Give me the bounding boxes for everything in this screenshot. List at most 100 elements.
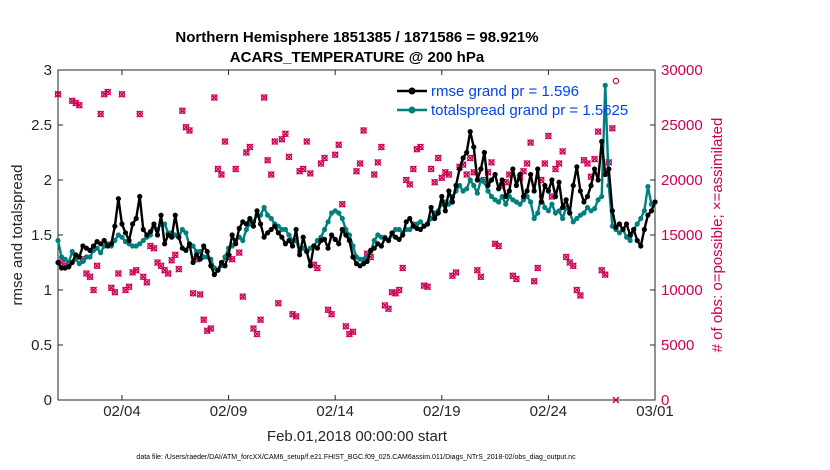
obs-assimilated-point xyxy=(345,330,353,338)
obs-assimilated-point xyxy=(431,178,439,186)
rmse-point xyxy=(204,248,210,255)
rmse-point xyxy=(176,234,182,240)
rmse-point xyxy=(233,241,239,247)
obs-assimilated-point xyxy=(203,327,211,335)
obs-assimilated-point xyxy=(353,167,360,175)
obs-assimilated-point xyxy=(583,160,591,167)
rmse-point xyxy=(499,177,505,183)
obs-assimilated-point xyxy=(413,145,421,153)
obs-assimilated-point xyxy=(527,139,535,147)
rmse-point xyxy=(69,259,75,266)
rmse-point xyxy=(378,243,384,249)
obs-assimilated-point xyxy=(349,328,357,336)
obs-possible-point xyxy=(179,107,186,114)
rmse-point xyxy=(58,265,65,271)
y-tick-label: 0.5 xyxy=(31,337,52,354)
rmse-point xyxy=(634,237,640,244)
obs-assimilated-point xyxy=(289,310,297,318)
rmse-point xyxy=(485,182,491,189)
obs-possible-point xyxy=(196,291,204,298)
obs-assimilated-point xyxy=(434,154,442,162)
rmse-point xyxy=(183,247,189,253)
totalspread-point xyxy=(474,190,480,196)
obs-assimilated-point xyxy=(416,143,424,151)
rmse-point xyxy=(55,259,61,266)
rmse-point xyxy=(442,208,448,214)
rmse-point xyxy=(112,223,118,229)
totalspread-point xyxy=(481,179,488,185)
rmse-point xyxy=(492,171,498,178)
obs-possible-point xyxy=(467,154,474,162)
rmse-point xyxy=(172,212,178,218)
legend-spread-marker xyxy=(408,106,416,114)
rmse-point xyxy=(201,243,207,249)
obs-assimilated-point xyxy=(427,165,435,173)
obs-possible-point xyxy=(474,267,481,274)
obs-possible-point xyxy=(324,306,332,313)
obs-possible-point xyxy=(118,90,126,98)
totalspread-point xyxy=(595,197,601,203)
obs-assimilated-point xyxy=(253,330,261,338)
obs-possible-point xyxy=(385,305,392,312)
totalspread-point xyxy=(467,177,473,183)
rmse-point xyxy=(439,193,445,200)
totalspread-point xyxy=(69,248,75,255)
obs-assimilated-point xyxy=(196,290,204,298)
obs-possible-point xyxy=(378,143,385,151)
obs-possible-point xyxy=(552,165,559,173)
obs-assimilated-point xyxy=(360,127,368,134)
obs-possible-point xyxy=(435,154,442,162)
obs-possible-point xyxy=(161,267,168,274)
obs-assimilated-point xyxy=(185,127,193,134)
obs-possible-point xyxy=(349,328,357,335)
rmse-point xyxy=(549,177,555,183)
y2-tick-label: 20000 xyxy=(661,172,703,189)
obs-possible-point xyxy=(541,160,549,167)
rmse-point xyxy=(570,182,576,189)
obs-assimilated-point xyxy=(114,270,122,277)
obs-possible-point xyxy=(282,130,289,137)
obs-assimilated-point xyxy=(488,158,496,166)
obs-possible-point xyxy=(157,262,165,269)
rmse-point xyxy=(449,199,456,205)
rmse-point xyxy=(286,237,292,244)
totalspread-point xyxy=(83,254,90,260)
obs-possible-point xyxy=(132,267,140,274)
obs-possible-point xyxy=(395,286,403,294)
totalspread-point xyxy=(560,215,566,222)
rmse-point xyxy=(435,210,441,216)
totalspread-point xyxy=(638,215,644,222)
rmse-point xyxy=(599,138,605,145)
obs-assimilated-point xyxy=(171,251,179,259)
rmse-point xyxy=(460,155,466,161)
obs-possible-point xyxy=(609,125,616,132)
rmse-point xyxy=(563,197,569,203)
obs-assimilated-point xyxy=(331,151,339,159)
obs-assimilated-point xyxy=(257,316,265,324)
y2-axis-label: # of obs: o=possible; ×=assimilated xyxy=(709,118,726,353)
obs-assimilated-point xyxy=(200,316,208,324)
obs-assimilated-point xyxy=(104,88,112,96)
y-tick-label: 2 xyxy=(44,172,52,189)
obs-possible-point xyxy=(186,127,193,134)
rmse-point xyxy=(119,221,125,227)
obs-assimilated-point xyxy=(374,158,382,166)
rmse-point xyxy=(609,208,615,214)
rmse-point xyxy=(513,182,520,189)
obs-assimilated-point xyxy=(150,244,158,252)
rmse-point xyxy=(329,232,335,238)
obs-possible-point xyxy=(150,244,158,252)
rmse-point xyxy=(456,166,463,172)
rmse-point xyxy=(488,177,495,183)
obs-possible-point xyxy=(580,156,588,164)
obs-possible-point xyxy=(449,272,456,279)
rmse-point xyxy=(332,236,338,242)
rmse-point xyxy=(542,182,548,189)
obs-assimilated-point xyxy=(335,141,343,149)
obs-possible-point xyxy=(562,253,570,261)
rmse-point xyxy=(371,245,377,251)
rmse-point xyxy=(197,256,203,262)
rmse-point xyxy=(520,193,527,200)
obs-possible-point xyxy=(317,160,325,167)
